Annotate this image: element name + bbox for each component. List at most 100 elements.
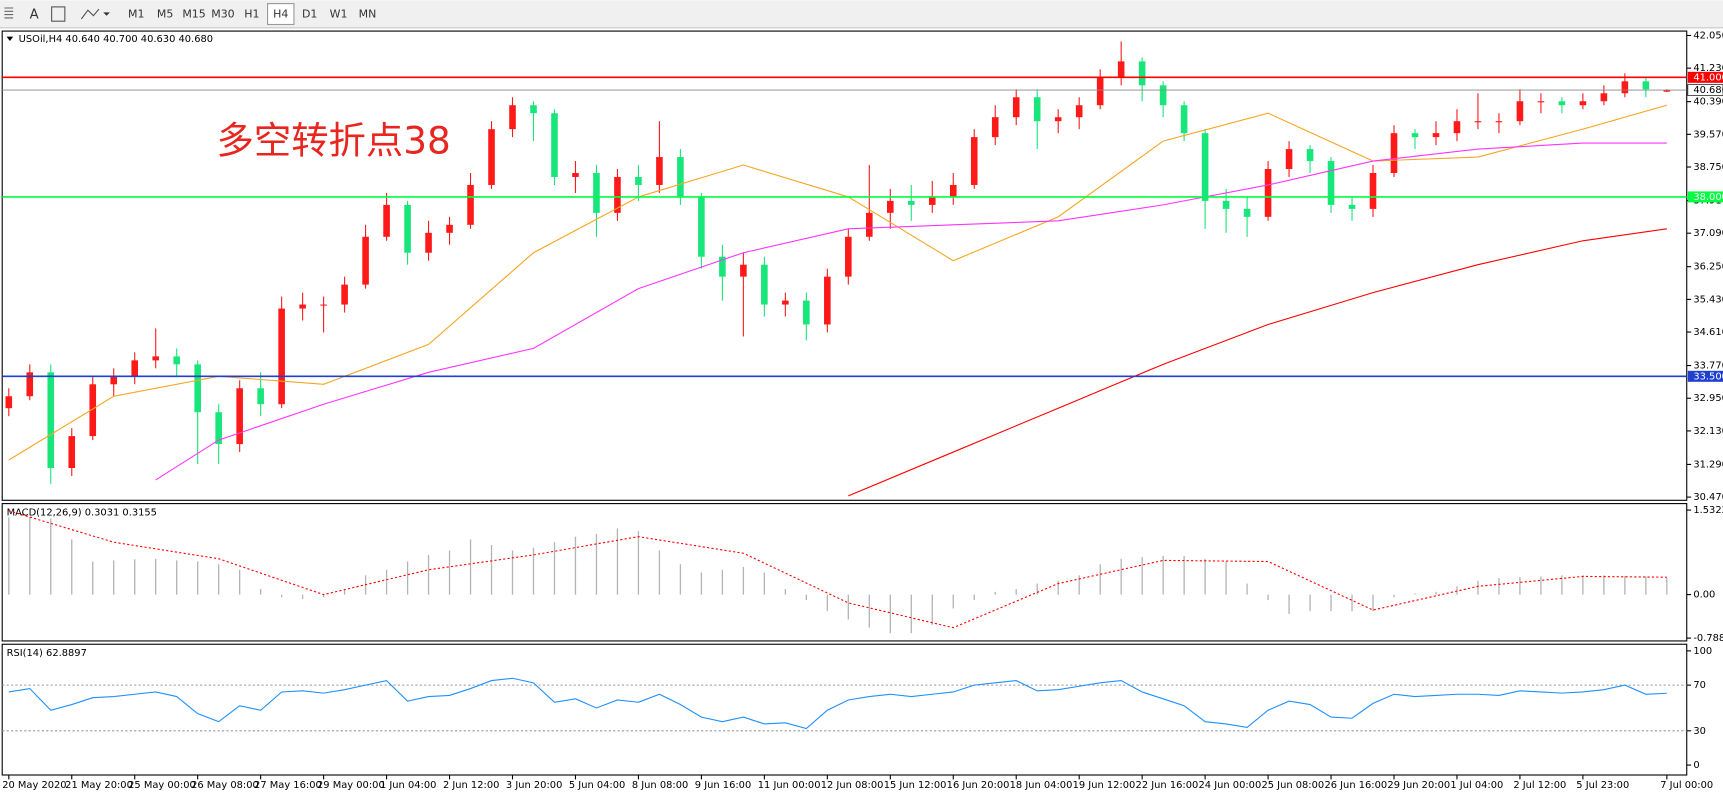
candle-body	[1432, 133, 1440, 138]
timeframe-button[interactable]	[267, 3, 295, 26]
x-tick-label: 7 Jul 00:00	[1660, 780, 1713, 791]
x-tick-label: 5 Jul 23:00	[1576, 780, 1629, 791]
candle-body	[1033, 97, 1041, 122]
candle-body	[1243, 208, 1251, 217]
timeframe-label[interactable]: M1	[128, 8, 144, 21]
x-tick-label: 26 Jun 16:00	[1324, 780, 1387, 791]
candle-body	[1012, 97, 1020, 118]
dropdown[interactable]	[103, 12, 110, 16]
y-tick-label: 40.390	[1693, 97, 1723, 108]
annotation: 多空转折点38	[216, 119, 450, 163]
timeframe-label[interactable]: W1	[330, 8, 348, 21]
current-price-bg	[1687, 84, 1723, 96]
label-tool[interactable]	[51, 6, 66, 22]
x-tick-label: 19 Jun 12:00	[1073, 780, 1136, 791]
candle-body	[719, 256, 726, 277]
candle-body	[1222, 200, 1230, 209]
candle-body	[1621, 81, 1629, 94]
menu-icon[interactable]	[4, 7, 14, 19]
x-tick-label: 24 Jun 00:00	[1199, 780, 1262, 791]
current-price-label: 40.680	[1693, 85, 1723, 96]
x-tick-label: 12 Jun 08:00	[821, 780, 884, 791]
y-tick-label: 37.090	[1693, 228, 1723, 239]
candle-body	[68, 436, 76, 469]
candle-body	[236, 388, 243, 445]
candle-body	[530, 105, 537, 114]
candle-body	[173, 356, 180, 365]
panel-frame	[1, 503, 1688, 642]
candle-body	[278, 308, 285, 405]
candle-body	[1474, 121, 1482, 123]
candle-body	[1180, 105, 1188, 134]
timeframe-label[interactable]: D1	[302, 8, 317, 21]
y-tick-label: -0.7883	[1693, 633, 1723, 644]
x-tick-label: 18 Jun 04:00	[1010, 780, 1073, 791]
candle-body	[1201, 133, 1209, 201]
timeframe-label[interactable]: M30	[211, 8, 234, 21]
candle-body	[614, 176, 621, 213]
candle-body	[446, 224, 453, 233]
timeframe-label[interactable]: H1	[244, 8, 259, 21]
x-tick-label: 25 May 00:00	[128, 780, 196, 791]
candle-body	[1453, 121, 1461, 134]
candle-body	[5, 396, 13, 409]
x-tick-label: 11 Jun 00:00	[758, 780, 821, 791]
candle-body	[467, 184, 474, 225]
toolbar-icons[interactable]: A	[4, 6, 110, 23]
candle-body	[845, 236, 852, 277]
level-label-bg	[1687, 370, 1723, 382]
candle-body	[635, 176, 642, 185]
candle-body	[47, 372, 55, 469]
level-label-bg	[1687, 71, 1723, 83]
candle-body	[194, 364, 201, 413]
candle-body	[991, 117, 999, 138]
candle-body	[886, 200, 894, 213]
y-tick-label: 32.130	[1693, 426, 1723, 437]
candle-body	[488, 129, 495, 185]
candle-body	[656, 157, 663, 185]
candle-body	[949, 184, 957, 197]
candle-body	[1558, 101, 1566, 106]
timeframe-label[interactable]: MN	[359, 8, 377, 21]
candle-body	[26, 372, 34, 397]
candle-body	[1159, 85, 1167, 106]
y-tick-label: 39.570	[1693, 129, 1723, 140]
candle-body	[404, 204, 411, 253]
x-tick-label: 16 Jun 20:00	[947, 780, 1010, 791]
timeframe-label[interactable]: M15	[182, 8, 205, 21]
candle-body	[572, 173, 579, 177]
y-tick-label: 30	[1693, 726, 1706, 737]
indicator-title: MACD(12,26,9) 0.3031 0.3155	[7, 507, 157, 518]
signal-line	[8, 510, 1667, 629]
text-tool[interactable]: A	[30, 8, 39, 23]
candle-body	[320, 304, 327, 306]
y-tick-label: 1.5322	[1693, 505, 1723, 516]
x-tick-label: 1 Jul 04:00	[1450, 780, 1503, 791]
title-arrow	[6, 36, 14, 41]
candle-body	[740, 264, 747, 277]
objects-tool[interactable]	[80, 8, 100, 20]
timeframe-label[interactable]: H4	[273, 8, 288, 21]
candle-body	[677, 157, 684, 197]
y-tick-label: 30.470	[1693, 492, 1723, 503]
candle-body	[1306, 149, 1314, 162]
timeframe-label[interactable]: M5	[157, 8, 173, 21]
y-tick-label: 42.050	[1693, 30, 1723, 41]
x-tick-label: 8 Jun 08:00	[632, 780, 688, 791]
candle-body	[89, 384, 97, 437]
level-label: 33.500	[1693, 371, 1723, 382]
candle-body	[1495, 121, 1503, 123]
x-tick-label: 26 May 08:00	[191, 780, 259, 791]
x-tick-label: 1 Jun 04:00	[380, 780, 436, 791]
candle-body	[1390, 133, 1398, 174]
rsi-line	[8, 677, 1667, 730]
y-tick-label: 35.430	[1693, 294, 1723, 305]
x-tick-label: 29 Jun 20:00	[1387, 780, 1450, 791]
candle-body	[1600, 93, 1608, 102]
candle-body	[928, 196, 936, 205]
candle-body	[1117, 61, 1125, 78]
candle-body	[698, 196, 705, 257]
y-tick-label: 33.770	[1693, 361, 1723, 372]
candle-body	[593, 173, 600, 213]
